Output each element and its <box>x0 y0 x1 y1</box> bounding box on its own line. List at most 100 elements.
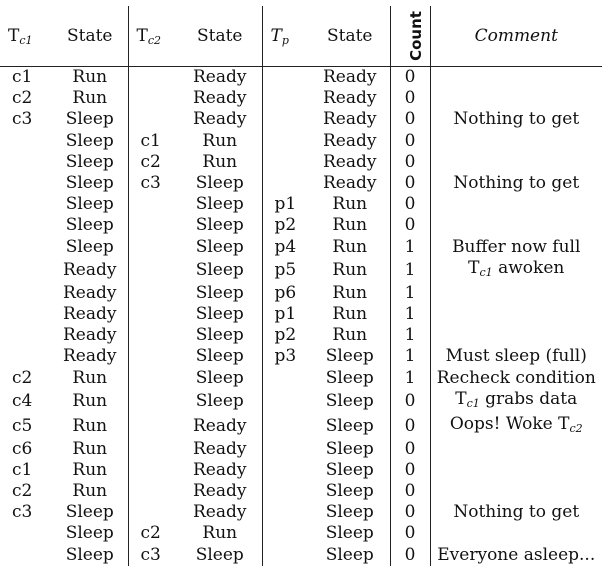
cell-state-3: Ready <box>310 109 391 131</box>
cell-state-3: Run <box>310 194 391 216</box>
cell-comment <box>430 523 602 544</box>
table-body: c1 Run Ready Ready 0 c2 Run Ready Ready 0 c3 Sleep R… <box>0 66 602 566</box>
cell-tc1 <box>0 346 52 367</box>
cell-state-1: Sleep <box>52 502 129 524</box>
cell-tp <box>262 460 310 481</box>
cell-state-2: Ready <box>178 109 263 131</box>
cell-comment <box>430 460 602 481</box>
cell-tp <box>262 545 310 566</box>
cell-comment <box>430 131 602 152</box>
cell-state-3: Sleep <box>310 502 391 524</box>
cell-tp <box>262 502 310 523</box>
cell-count: 0 <box>390 459 431 481</box>
cell-count: 0 <box>390 215 431 237</box>
cell-count: 0 <box>390 438 431 460</box>
cell-state-2: Sleep <box>178 257 263 283</box>
cell-count: 0 <box>390 151 431 173</box>
cell-state-2: Sleep <box>178 172 263 195</box>
cell-tp: p5 <box>274 259 297 280</box>
cell-state-2: Ready <box>178 459 263 481</box>
cell-state-2: Ready <box>178 413 263 439</box>
cell-state-3: Run <box>310 282 391 304</box>
table-row: Sleep Sleep p4 Run 1 Buffer now full <box>0 236 602 258</box>
cell-tp: p2 <box>274 325 297 346</box>
cell-state-3: Run <box>310 303 391 326</box>
cell-state-2: Sleep <box>178 194 263 216</box>
cell-comment: Nothing to get <box>453 173 580 194</box>
cell-tc1: c2 <box>12 88 33 109</box>
cell-tc2 <box>128 67 178 89</box>
cell-state-1: Sleep <box>52 194 129 216</box>
cell-tc2 <box>128 439 178 460</box>
cell-tp <box>262 439 310 460</box>
cell-tc1: c3 <box>12 502 33 523</box>
thread-trace-table: Tc1 State Tc2 State Tp State Count Comme… <box>0 6 602 566</box>
cell-comment <box>430 325 602 346</box>
cell-state-1: Ready <box>52 325 129 347</box>
cell-state-3: Sleep <box>310 481 391 503</box>
table-row: c5 Run Ready Sleep 0 Oops! Woke Tc2 <box>0 413 602 439</box>
cell-tp <box>262 109 310 130</box>
cell-tp <box>262 481 310 502</box>
cell-count: 1 <box>390 282 431 304</box>
cell-state-1: Run <box>52 367 129 389</box>
cell-tp <box>262 131 310 152</box>
cell-tp: p1 <box>274 303 297 324</box>
cell-comment <box>430 481 602 502</box>
cell-tc2 <box>128 304 178 325</box>
cell-count: 1 <box>390 303 431 326</box>
cell-state-2: Run <box>178 523 263 545</box>
cell-tc2 <box>128 88 178 109</box>
cell-count: 1 <box>390 367 431 389</box>
table-row: Sleep c2 Run Ready 0 <box>0 151 602 173</box>
cell-comment: Tc1 grabs data <box>455 388 578 410</box>
table-row: Ready Sleep p6 Run 1 <box>0 282 602 304</box>
table-row: Sleep c2 Run Sleep 0 <box>0 523 602 545</box>
cell-state-3: Run <box>310 325 391 347</box>
cell-state-2: Sleep <box>178 325 263 347</box>
cell-comment: Buffer now full <box>452 236 581 257</box>
cell-state-3: Sleep <box>310 523 391 545</box>
cell-tc2 <box>128 109 178 130</box>
cell-count: 0 <box>390 109 431 131</box>
table-row: Ready Sleep p2 Run 1 <box>0 325 602 347</box>
cell-tc1: c6 <box>12 438 33 459</box>
cell-state-2: Ready <box>178 481 263 503</box>
cell-state-1: Run <box>52 388 129 414</box>
table-row: c1 Run Ready Ready 0 <box>0 66 602 89</box>
cell-comment <box>430 152 602 173</box>
cell-state-3: Ready <box>310 130 391 152</box>
cell-state-3: Sleep <box>310 459 391 481</box>
cell-state-1: Ready <box>52 257 129 283</box>
cell-comment: Tc1 awoken <box>468 257 565 279</box>
cell-count: 1 <box>390 257 431 283</box>
cell-state-3: Ready <box>310 66 391 89</box>
cell-state-1: Sleep <box>52 236 129 258</box>
cell-state-1: Sleep <box>52 130 129 152</box>
cell-state-3: Run <box>310 236 391 258</box>
cell-tc1 <box>0 523 52 544</box>
table-row: c1 Run Ready Sleep 0 <box>0 459 602 481</box>
cell-state-2: Sleep <box>178 236 263 258</box>
cell-tp <box>262 173 310 194</box>
cell-comment <box>430 194 602 215</box>
cell-state-2: Run <box>178 130 263 152</box>
cell-tp: p3 <box>274 346 297 367</box>
cell-state-2: Ready <box>178 88 263 110</box>
cell-state-3: Sleep <box>310 388 391 414</box>
table-row: Ready Sleep p1 Run 1 <box>0 303 602 326</box>
cell-state-2: Ready <box>178 438 263 460</box>
cell-tc1: c4 <box>12 390 33 411</box>
cell-state-3: Ready <box>310 172 391 195</box>
cell-state-1: Run <box>52 88 129 110</box>
table-row: c4 Run Sleep Sleep 0 Tc1 grabs data <box>0 388 602 414</box>
cell-count: 0 <box>390 481 431 503</box>
header-state-3: State <box>310 6 391 67</box>
cell-tc2 <box>128 460 178 481</box>
cell-state-1: Run <box>52 438 129 460</box>
cell-count: 1 <box>390 236 431 258</box>
cell-count: 0 <box>390 66 431 89</box>
cell-comment: Must sleep (full) <box>445 346 587 367</box>
cell-tc2 <box>128 215 178 236</box>
cell-tc1 <box>0 131 52 152</box>
